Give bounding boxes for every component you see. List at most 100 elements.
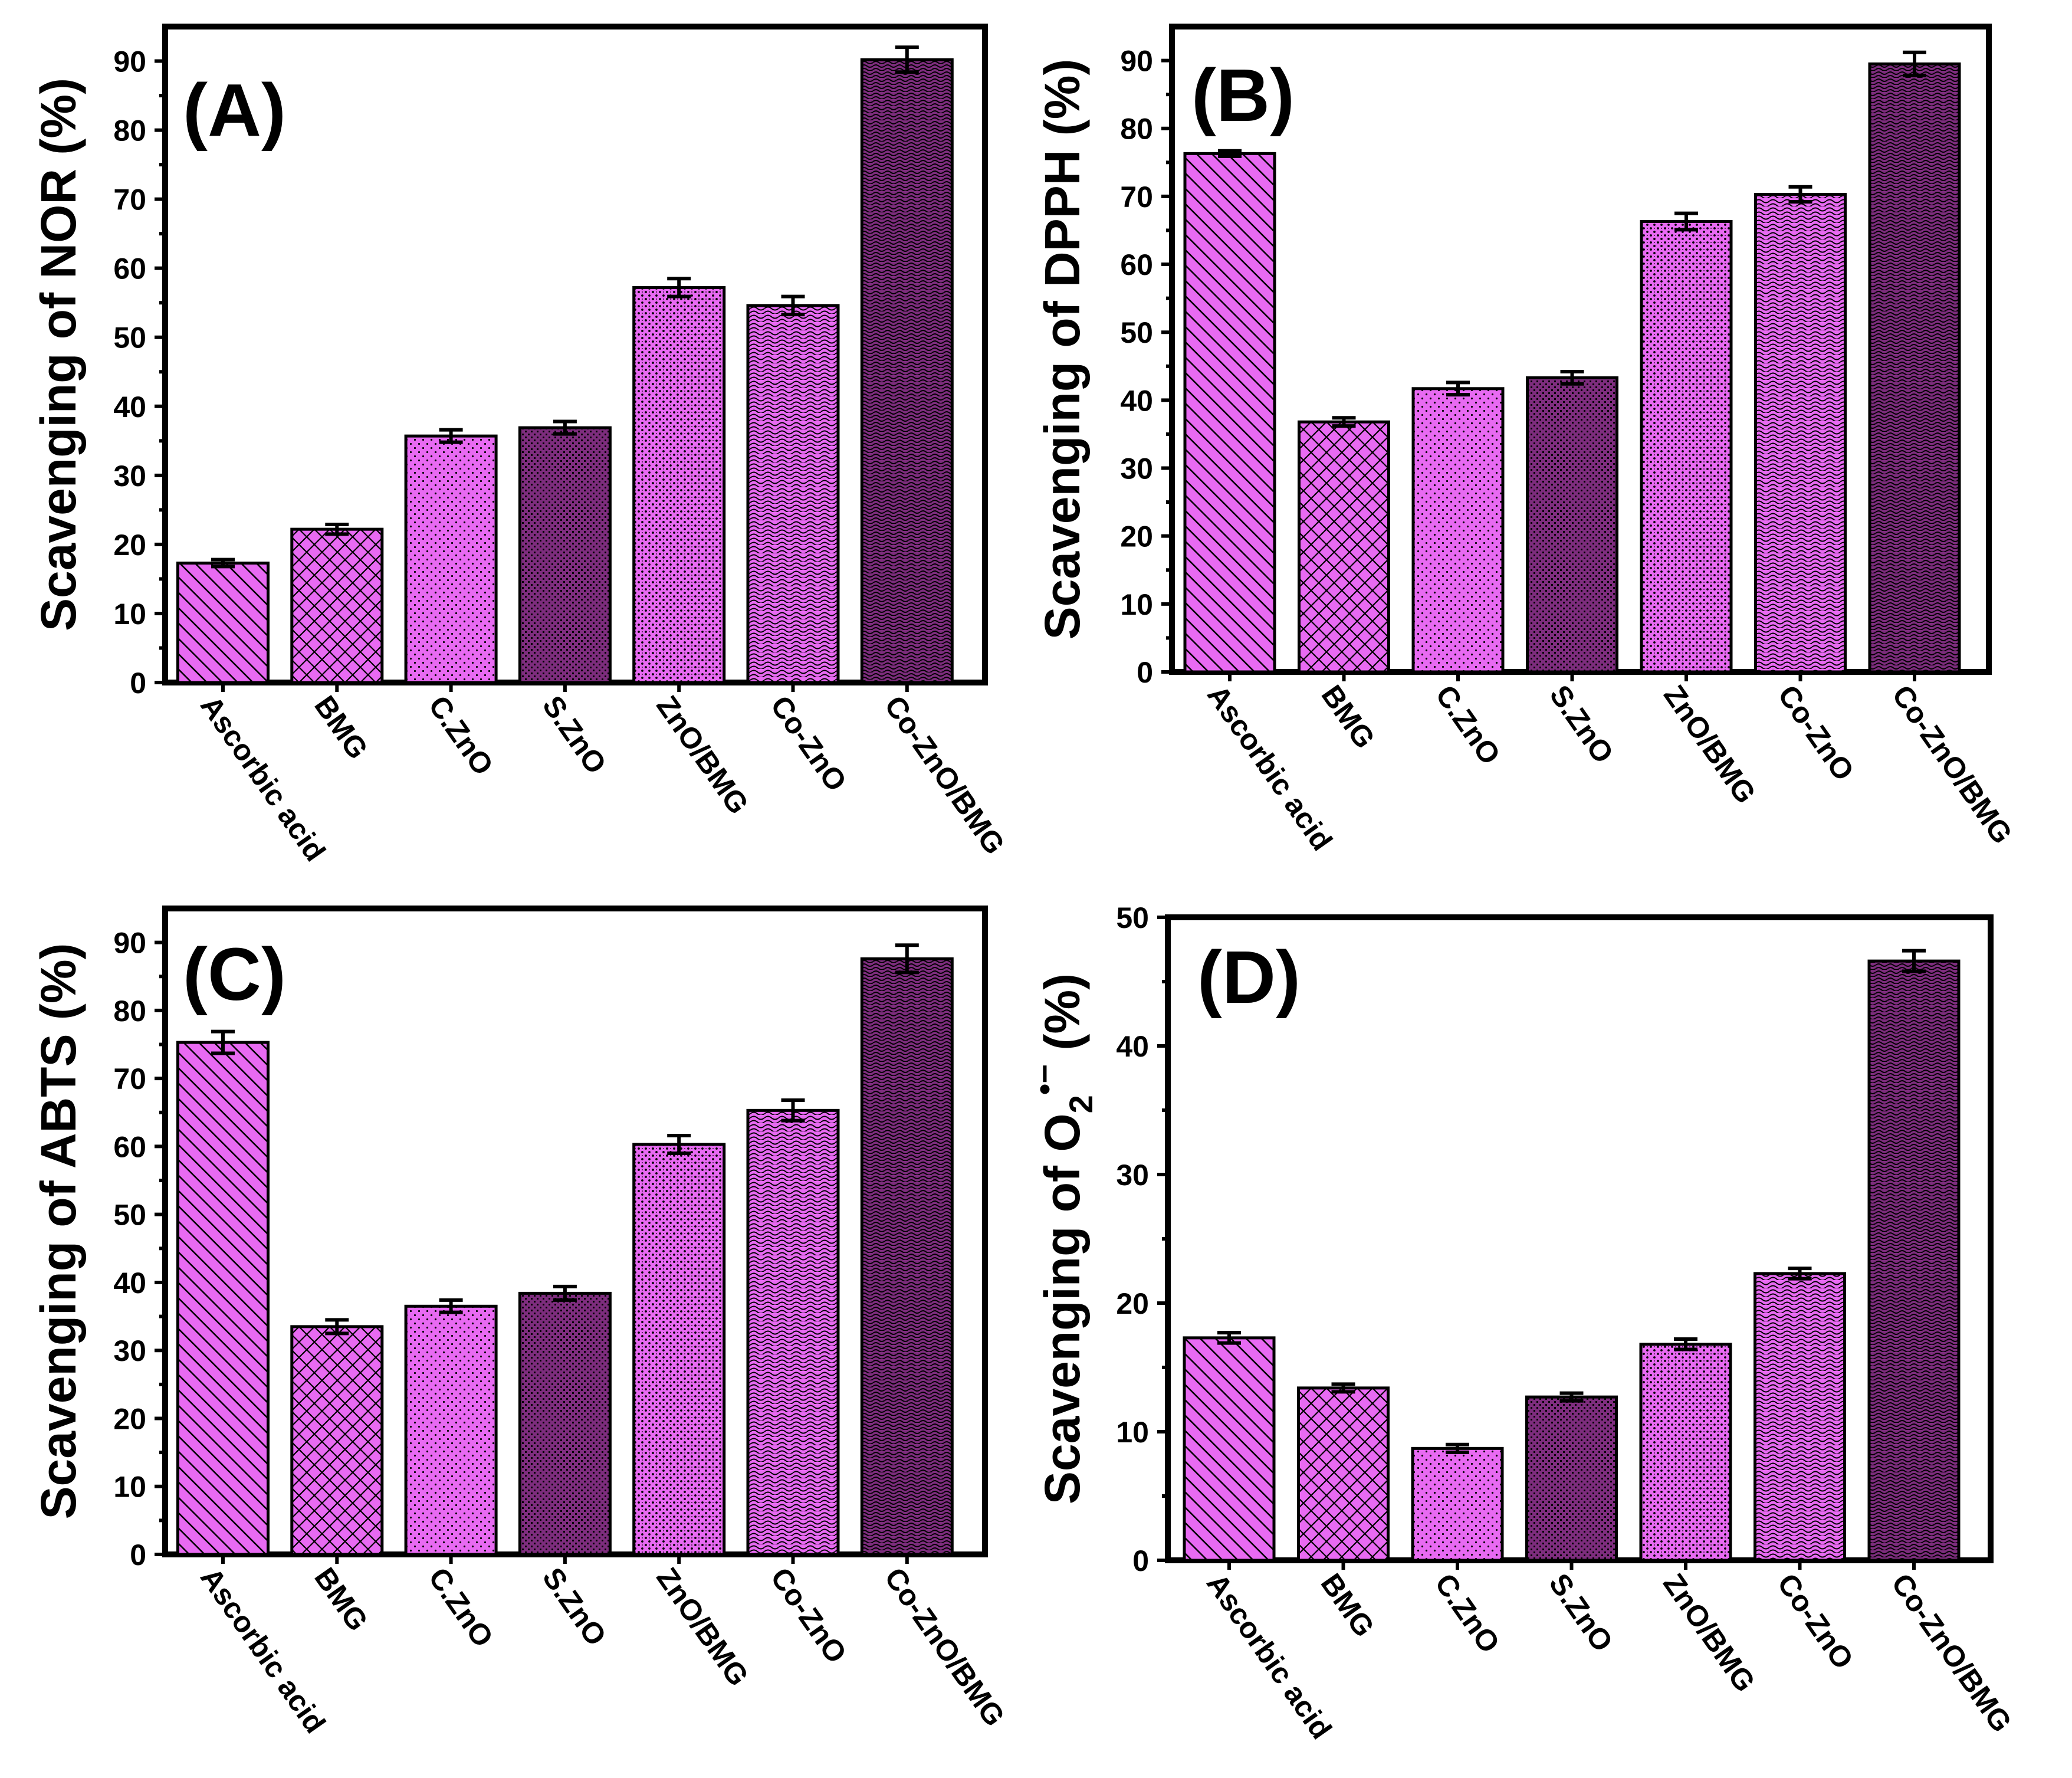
panel-b-y-axis-title: Scavenging of DPPH (%) (1035, 59, 1090, 640)
panel-d-xtick-label-co-zno-bmg: Co-ZnO/BMG (1885, 1567, 2018, 1738)
panel-c-bar-ascorbic-acid (178, 1042, 268, 1554)
panel-a-ytick-label: 80 (113, 114, 146, 147)
panel-a-ytick-label: 40 (113, 391, 146, 424)
panel-b-bar-co-zno (1755, 194, 1846, 672)
panel-d-ytick-label: 0 (1132, 1544, 1149, 1577)
panel-b-xtick-label-bmg: BMG (1315, 679, 1381, 754)
panel-b-xtick-label-co-zno-bmg: Co-ZnO/BMG (1886, 679, 2019, 849)
panel-b-bar-s-zno (1527, 378, 1617, 672)
panel-a-xtick-label-bmg: BMG (308, 690, 375, 765)
panel-c-bar-co-zno (748, 1110, 838, 1554)
panel-c-xtick-label-ascorbic-acid: Ascorbic acid (194, 1562, 332, 1739)
panel-a-bar-co-zno-bmg (862, 60, 953, 683)
panel-c-xtick-label-co-zno-bmg: Co-ZnO/BMG (878, 1562, 1012, 1732)
panel-c-y-axis-title: Scavenging of ABTS (%) (31, 943, 86, 1520)
panel-b-ytick-label: 0 (1137, 656, 1153, 689)
panel-a-bar-c-zno (406, 436, 497, 683)
panel-d-xtick-label-co-zno: Co-ZnO (1771, 1567, 1860, 1675)
panel-c-ytick-label: 0 (130, 1538, 146, 1572)
panel-c-xtick-label-s-zno: S.ZnO (536, 1562, 613, 1652)
panel-d-xtick-label-s-zno: S.ZnO (1542, 1567, 1619, 1658)
panel-c-bar-s-zno (520, 1293, 610, 1554)
panel-b-bar-c-zno (1413, 388, 1503, 672)
panel-d-y-title-superscript: •− (1026, 1064, 1063, 1095)
panel-d-bar-bmg (1298, 1387, 1388, 1560)
panel-d-ytick-label: 20 (1116, 1287, 1149, 1320)
panel-b-ytick-label: 40 (1120, 384, 1153, 417)
panel-c-xtick-label-c-zno: C.ZnO (422, 1562, 500, 1653)
panel-d-y-axis-title: Scavenging of O2•− (%) (1026, 973, 1099, 1504)
panel-a-xtick-label-co-zno: Co-ZnO (764, 690, 853, 797)
panel-d-bar-ascorbic-acid (1184, 1337, 1274, 1560)
panel-b-bar-zno-bmg (1641, 221, 1731, 672)
panel-b-ticks: 0 10 20 30 40 50 60 70 80 90 (1120, 45, 1172, 689)
panel-d-bar-s-zno (1526, 1397, 1617, 1560)
panel-d-xtick-label-zno-bmg: ZnO/BMG (1657, 1567, 1762, 1698)
panel-d-ytick-label: 50 (1116, 901, 1149, 934)
panel-b-ytick-label: 90 (1120, 45, 1153, 78)
panel-c-bar-co-zno-bmg (862, 959, 953, 1554)
panel-b-tag: (B) (1191, 54, 1295, 137)
panel-c-ytick-label: 40 (113, 1267, 146, 1300)
panel-c-xtick-label-co-zno: Co-ZnO (764, 1562, 853, 1669)
panel-a-ytick-label: 30 (113, 460, 146, 493)
panel-b-bar-co-zno-bmg (1870, 64, 1959, 673)
panel-a-ytick-label: 70 (113, 183, 146, 216)
panel-b-ytick-label: 80 (1120, 113, 1153, 146)
panel-a-ytick-label: 90 (113, 45, 146, 78)
panel-c-ytick-label: 80 (113, 995, 146, 1028)
panel-c-ytick-label: 10 (113, 1471, 146, 1504)
panel-c-ticks: 0 10 20 30 40 50 60 70 80 90 (113, 927, 165, 1572)
panel-a-ytick-label: 20 (113, 529, 146, 562)
panel-d-ytick-label: 10 (1116, 1416, 1149, 1449)
panel-d-y-title-main: Scavenging of O (1035, 1113, 1090, 1504)
panel-c-tag: (C) (183, 933, 286, 1016)
panel-c-ytick-label: 90 (113, 927, 146, 960)
panel-a-tag: (A) (183, 68, 286, 152)
panel-c-bar-c-zno (406, 1306, 497, 1554)
panel-a-ticks: 0 10 20 30 40 50 60 70 80 90 (113, 45, 165, 700)
panel-b-bar-bmg (1299, 422, 1389, 672)
panel-b-ytick-label: 20 (1120, 520, 1153, 553)
panel-b-ytick-label: 30 (1120, 452, 1153, 485)
panel-b-xtick-label-c-zno: C.ZnO (1429, 679, 1507, 770)
panel-d-xtick-label-bmg: BMG (1314, 1567, 1381, 1643)
panel-b-xtick-label-co-zno: Co-ZnO (1771, 679, 1860, 786)
panel-d-ytick-label: 40 (1116, 1030, 1149, 1063)
panel-b-xtick-label-ascorbic-acid: Ascorbic acid (1201, 679, 1339, 857)
panel-b-ytick-label: 60 (1120, 248, 1153, 281)
panel-a-xtick-label-co-zno-bmg: Co-ZnO/BMG (878, 690, 1012, 860)
panel-a-ytick-label: 10 (113, 598, 146, 631)
panel-d-bar-co-zno (1755, 1273, 1845, 1560)
panel-a-xtick-label-zno-bmg: ZnO/BMG (650, 690, 755, 820)
panel-d-ytick-label: 30 (1116, 1159, 1149, 1192)
panel-a-bar-s-zno (520, 428, 610, 683)
panel-b-ytick-label: 10 (1120, 588, 1153, 621)
panel-b-ytick-label: 50 (1120, 316, 1153, 349)
panel-a-bar-bmg (291, 529, 382, 683)
panel-b-xtick-label-zno-bmg: ZnO/BMG (1657, 679, 1762, 809)
panel-d-bar-c-zno (1413, 1448, 1502, 1560)
panel-a-ytick-label: 0 (130, 667, 146, 700)
panel-a-ytick-label: 50 (113, 322, 146, 355)
panel-d-bar-zno-bmg (1641, 1344, 1731, 1560)
panel-c-ytick-label: 50 (113, 1199, 146, 1232)
panel-d-bar-co-zno-bmg (1869, 961, 1959, 1560)
panel-c-ytick-label: 30 (113, 1334, 146, 1367)
panel-c-ytick-label: 70 (113, 1062, 146, 1095)
panel-a-bar-ascorbic-acid (178, 563, 268, 683)
panel-c-ytick-label: 60 (113, 1130, 146, 1163)
panel-a-ytick-label: 60 (113, 252, 146, 286)
panel-b-ytick-label: 70 (1120, 181, 1153, 214)
panel-c-xtick-label-bmg: BMG (308, 1562, 375, 1637)
panel-d-xtick-label-c-zno: C.ZnO (1429, 1567, 1506, 1659)
